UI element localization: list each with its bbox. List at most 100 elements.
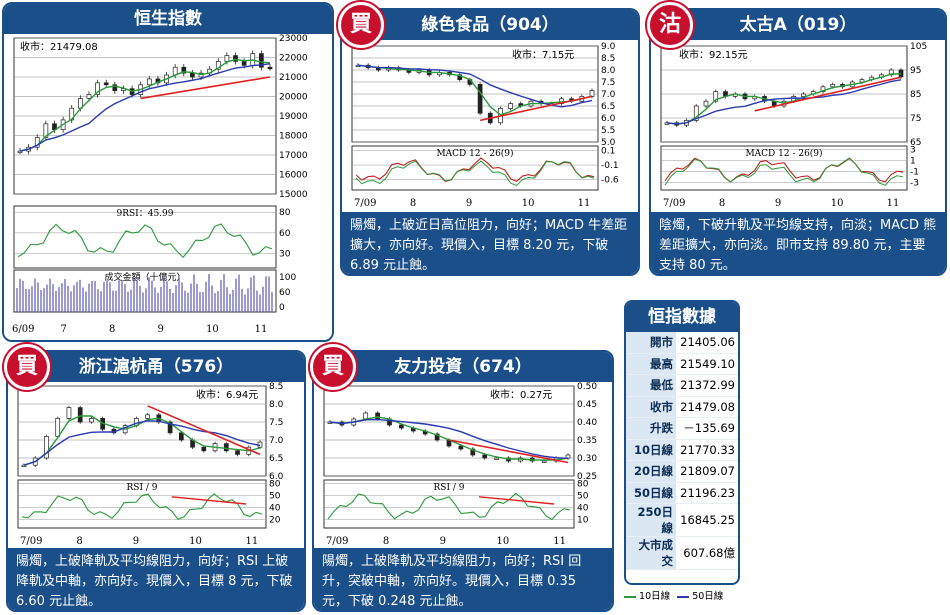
y-tick-label: 6.0 xyxy=(601,114,616,124)
hsi-stats-table: 恒指數據 開市 21405.06 最高 21549.10 最低 21372.99 收市 214… xyxy=(624,300,740,585)
indicator-tick-label: 60 xyxy=(279,229,291,239)
x-tick-label: 7/09 xyxy=(20,536,42,547)
candle-body xyxy=(181,66,187,74)
x-tick-label: 9 xyxy=(158,324,164,335)
y-tick-label: 6.0 xyxy=(269,472,284,482)
stats-label: 20日線 xyxy=(626,460,676,483)
y-tick-label: 85 xyxy=(910,90,921,100)
stats-label: 大市成交 xyxy=(626,536,676,570)
indicator-trend-line xyxy=(478,496,555,505)
y-tick-label: 65 xyxy=(910,138,921,148)
close-price-label: 收市：6.94元 xyxy=(196,388,258,401)
y-tick-label: 22000 xyxy=(279,54,308,64)
close-price-label: 收市：21479.08 xyxy=(20,40,98,53)
indicator-signal-line xyxy=(664,157,904,186)
y-tick-label: 9.0 xyxy=(601,42,616,52)
buy-seal-icon-2: 買 xyxy=(4,344,50,390)
ma10-line xyxy=(666,73,902,125)
ma-legend: 10日線 50日線 xyxy=(624,588,740,602)
indicator-tick-label: 40 xyxy=(269,504,281,514)
indicator-label: RSI / 9 xyxy=(434,483,465,493)
candle-body xyxy=(233,55,238,62)
stats-title: 恒指數據 xyxy=(626,302,738,332)
y-tick-label: 0.50 xyxy=(577,382,597,392)
candle-body xyxy=(477,84,483,114)
friend-panel: 友力投資（674） 0.50 0.45 0.40 0.35 0.30 0.25 收市：0.2… xyxy=(312,350,614,612)
indicator-label: MACD 12 - 26(9) xyxy=(745,148,822,159)
green-note: 陽燭，上破近日高位阻力，向好；MACD 牛差距擴大，亦向好。現價入，目標 8.2… xyxy=(342,212,638,274)
ma10-line xyxy=(19,58,271,152)
x-tick-label: 11 xyxy=(578,198,591,209)
stats-row: 20日線 21809.07 xyxy=(626,460,738,483)
stats-label: 10日線 xyxy=(626,439,676,461)
indicator-tick-label: -0.1 xyxy=(601,161,619,171)
x-tick-label: 11 xyxy=(245,536,258,547)
candle-body xyxy=(178,432,184,441)
green-chart: 9.0 8.5 8.0 7.5 7.0 6.5 6.0 5.5 5.0 收市：7.15元 0.1 -0… xyxy=(342,40,638,216)
candle-body xyxy=(703,100,709,107)
volume-label: 成交金額（十億元） xyxy=(104,271,185,283)
candle-body xyxy=(494,457,499,460)
candle-body xyxy=(103,82,109,86)
indicator-tick-label: 50 xyxy=(269,492,281,502)
hsi-chart: 23000 22000 21000 20000 19000 18000 17000 16000… xyxy=(4,34,332,340)
x-tick-label: 10 xyxy=(189,536,202,547)
x-tick-label: 11 xyxy=(553,536,566,547)
indicator-trend-line xyxy=(171,496,247,505)
stats-label: 收市 xyxy=(626,396,676,418)
y-tick-label: 0.40 xyxy=(577,418,597,428)
candle-body xyxy=(89,418,94,423)
y-tick-label: 95 xyxy=(910,66,921,76)
candle-body xyxy=(830,84,836,88)
indicator-frame xyxy=(323,479,575,529)
stats-value: －135.69 xyxy=(676,417,738,440)
indicator-tick-label: 80 xyxy=(269,480,281,490)
stats-label: 升跌 xyxy=(626,417,676,440)
indicator-tick-label: -0.6 xyxy=(601,176,619,186)
indicator-tick-label: 20 xyxy=(269,516,281,526)
friend-chart-svg: 0.50 0.45 0.40 0.35 0.30 0.25 收市：0.27元 80 50 40 10… xyxy=(323,382,597,547)
ma50-line xyxy=(23,420,261,466)
y-tick-label: 7.5 xyxy=(601,78,615,88)
volume-tick-label: 100 xyxy=(279,273,296,283)
indicator-tick-label: 30 xyxy=(279,250,291,260)
candle-body xyxy=(167,421,173,434)
stats-label: 最低 xyxy=(626,374,676,397)
buy-seal-icon: 買 xyxy=(338,2,384,48)
x-tick-label: 8 xyxy=(109,324,115,335)
stats-value: 607.68億 xyxy=(676,536,738,570)
indicator-frame xyxy=(351,145,599,191)
stats-grid: 開市 21405.06 最高 21549.10 最低 21372.99 收市 21479.08… xyxy=(626,332,738,570)
close-price-label: 收市：92.15元 xyxy=(679,48,748,61)
stats-row: 250日線 16845.25 xyxy=(626,503,738,537)
friend-title: 友力投資（674） xyxy=(314,352,612,382)
green-chart-svg: 9.0 8.5 8.0 7.5 7.0 6.5 6.0 5.5 5.0 收市：7.15元 0.1 -0… xyxy=(351,42,619,209)
candle-body xyxy=(888,69,894,76)
y-tick-label: 8.5 xyxy=(601,54,615,64)
volume-tick-label: 0 xyxy=(279,303,285,313)
ma50-legend-swatch xyxy=(677,595,690,598)
ma50-line xyxy=(19,63,271,152)
stats-label: 最高 xyxy=(626,353,676,375)
y-tick-label: 21000 xyxy=(279,73,308,83)
y-tick-label: 7.0 xyxy=(601,90,616,100)
indicator-line xyxy=(21,493,263,520)
candle-body xyxy=(235,450,240,455)
green-title: 綠色食品（904） xyxy=(342,10,638,40)
zhejiang-panel: 浙江滬杭甬（576） 8.5 8.0 7.5 7.0 6.5 6.0 收市：6.94元 80 5… xyxy=(6,350,306,612)
green-panel: 綠色食品（904） 9.0 8.5 8.0 7.5 7.0 6.5 6.0 5.5 5.0 收市：… xyxy=(340,8,640,276)
trend-line xyxy=(140,76,271,100)
x-tick-label: 11 xyxy=(255,324,268,335)
y-tick-label: 6.5 xyxy=(269,454,283,464)
swire-chart: 105 95 85 75 65 收市：92.15元 3 1 -1 -3 MACD 12 - 26(9… xyxy=(651,40,945,216)
indicator-tick-label: 80 xyxy=(279,208,291,218)
indicator-frame xyxy=(13,205,277,269)
stats-value: 21549.10 xyxy=(676,353,738,375)
swire-note: 陰燭，下破升軌及平均線支持，向淡；MACD 熊差距擴大，亦向淡。即市支持 89.… xyxy=(651,212,945,274)
y-tick-label: 20000 xyxy=(279,93,308,103)
indicator-tick-label: 10 xyxy=(577,516,589,526)
candle-body xyxy=(66,407,72,419)
candle-body xyxy=(215,61,221,70)
candle-body xyxy=(457,74,463,80)
stats-label: 開市 xyxy=(626,332,676,354)
